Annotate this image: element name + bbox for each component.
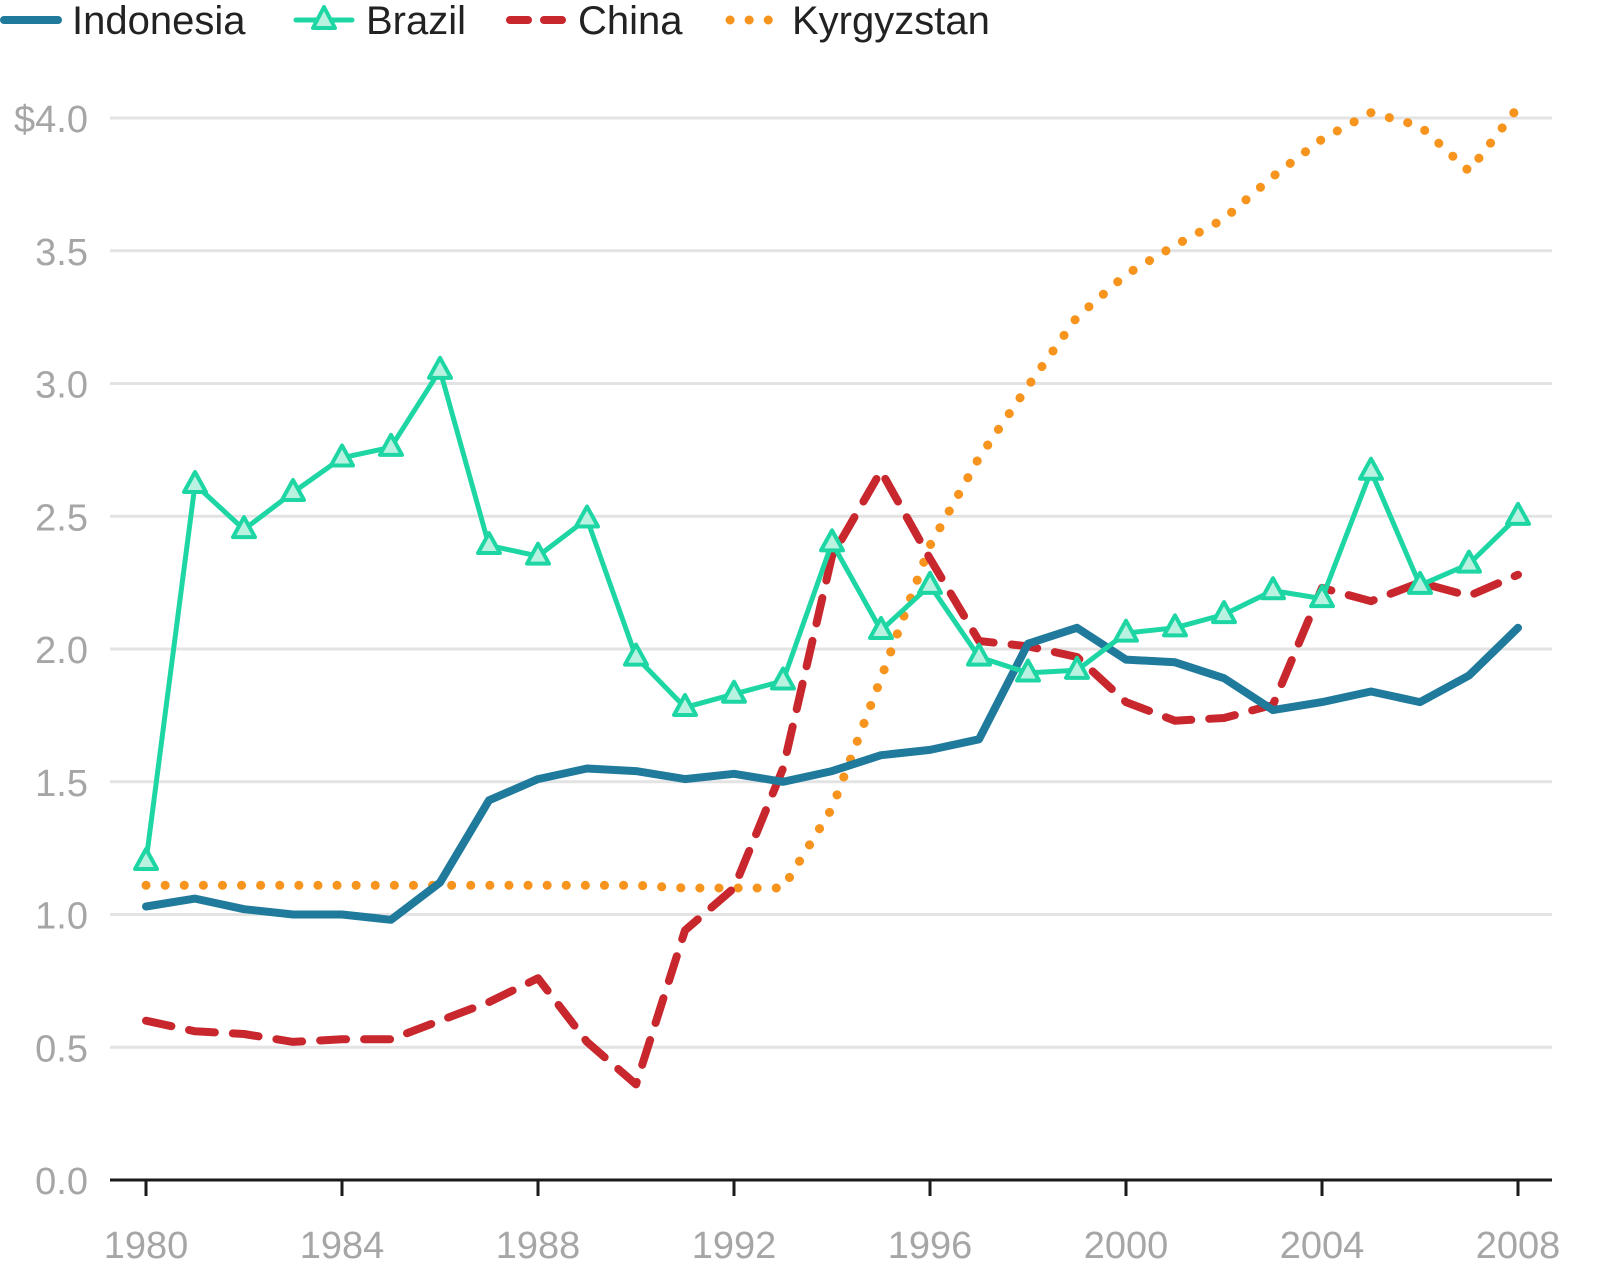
data-point-marker: [476, 531, 502, 556]
y-tick-label: 2.5: [35, 497, 88, 539]
data-point-marker: [133, 847, 159, 871]
data-point-marker: [1015, 658, 1041, 683]
data-point-marker: [868, 616, 894, 641]
data-point-marker: [1064, 655, 1090, 680]
y-axis-tick-labels: 0.0 0.5 1.0 1.5 2.0 2.5 3.0 3.5 $4.0: [14, 99, 88, 1203]
data-point-marker: [182, 469, 208, 494]
x-tick-label: 2004: [1280, 1225, 1365, 1267]
y-tick-label: 1.5: [35, 763, 88, 805]
data-point-marker: [917, 570, 943, 595]
x-tick-label: 1996: [888, 1225, 973, 1267]
x-tick-label: 2000: [1084, 1225, 1169, 1267]
data-point-marker: [672, 693, 698, 718]
y-tick-label: 3.0: [35, 365, 88, 407]
data-point-marker: [1211, 600, 1237, 625]
data-point-marker: [427, 355, 453, 380]
x-tick-label: 1988: [496, 1225, 581, 1267]
legend-item-kyrgyzstan: Kyrgyzstan: [725, 0, 990, 43]
legend-label: Indonesia: [72, 0, 246, 43]
data-point-marker: [378, 432, 404, 457]
data-point-marker: [1505, 501, 1531, 526]
y-tick-label: 3.5: [35, 232, 88, 274]
y-tick-label: 2.0: [35, 630, 88, 672]
data-point-marker: [819, 528, 845, 553]
data-point-marker: [574, 504, 600, 529]
data-point-marker: [1309, 584, 1335, 609]
y-tick-label: 0.5: [35, 1028, 88, 1070]
data-point-marker: [1407, 570, 1433, 595]
gridlines: [110, 116, 1552, 1049]
y-tick-label: 1.0: [35, 896, 88, 938]
x-tick-label: 1984: [300, 1225, 385, 1267]
legend-label: China: [578, 0, 683, 43]
series-lines: [133, 102, 1531, 1089]
x-tick-label: 2008: [1476, 1225, 1561, 1267]
series-line-brazil: [143, 367, 1521, 864]
series-line-indonesia: [142, 623, 1522, 924]
data-point-marker: [525, 541, 551, 566]
data-point-marker: [1358, 456, 1384, 481]
data-point-marker: [280, 477, 306, 502]
legend-label: Brazil: [366, 0, 466, 43]
data-point-marker: [623, 642, 649, 667]
legend-item-brazil: Brazil: [293, 0, 466, 43]
legend-item-china: China: [506, 0, 683, 43]
data-point-marker: [1456, 549, 1482, 574]
data-point-marker: [966, 642, 992, 667]
x-axis: 1980 1984 1988 1992 1996 2000 2004 2008: [104, 1178, 1561, 1267]
data-point-marker: [1162, 613, 1188, 638]
series-line-china: [142, 467, 1522, 1089]
series-line-kyrgyzstan: [141, 102, 1523, 893]
y-tick-label: $4.0: [14, 99, 88, 141]
x-tick-label: 1980: [104, 1225, 189, 1267]
legend-triangle-marker: [311, 5, 337, 30]
data-point-marker: [721, 679, 747, 704]
legend-label: Kyrgyzstan: [792, 0, 990, 43]
y-tick-label: 0.0: [35, 1161, 88, 1203]
data-point-marker: [329, 443, 355, 468]
data-point-marker: [1260, 576, 1286, 601]
legend: Indonesia Brazil China Kyrgyzstan: [0, 0, 990, 43]
legend-item-indonesia: Indonesia: [0, 0, 246, 43]
data-point-marker: [231, 515, 257, 540]
x-tick-label: 1992: [692, 1225, 777, 1267]
data-point-marker: [770, 666, 796, 691]
data-point-marker: [1113, 618, 1139, 643]
